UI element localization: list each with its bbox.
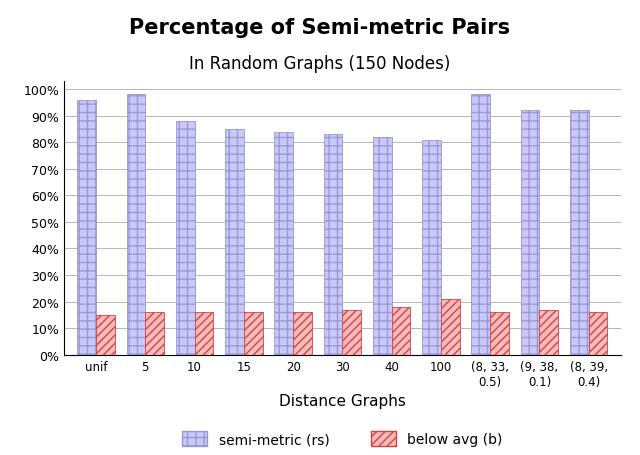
Bar [96, 315, 115, 355]
Bar [176, 121, 195, 355]
Bar [275, 132, 293, 355]
Bar [392, 307, 410, 355]
Bar [521, 111, 540, 355]
Bar [589, 313, 607, 355]
Bar [373, 137, 392, 355]
Bar [441, 299, 460, 355]
X-axis label: Distance Graphs: Distance Graphs [279, 393, 406, 408]
Text: Percentage of Semi-metric Pairs: Percentage of Semi-metric Pairs [129, 18, 511, 38]
Bar [324, 135, 342, 355]
Bar [422, 140, 441, 355]
Bar [490, 313, 509, 355]
Bar [145, 313, 164, 355]
Bar [127, 95, 145, 355]
Bar [244, 313, 262, 355]
Bar [472, 95, 490, 355]
Bar [570, 111, 589, 355]
Bar [225, 130, 244, 355]
Legend: semi-metric (rs), below avg (b): semi-metric (rs), below avg (b) [177, 426, 508, 452]
Bar [540, 310, 558, 355]
Text: In Random Graphs (150 Nodes): In Random Graphs (150 Nodes) [189, 55, 451, 72]
Bar [342, 310, 361, 355]
Bar [77, 101, 96, 355]
Bar [293, 313, 312, 355]
Bar [195, 313, 213, 355]
